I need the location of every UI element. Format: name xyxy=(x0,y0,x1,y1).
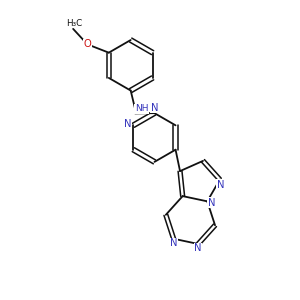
Text: N: N xyxy=(170,238,177,248)
Text: NH: NH xyxy=(135,104,148,113)
Text: N: N xyxy=(151,103,158,113)
Text: N: N xyxy=(124,119,132,129)
Text: N: N xyxy=(194,243,202,254)
Text: O: O xyxy=(83,39,91,49)
Text: H₃C: H₃C xyxy=(67,19,83,28)
Text: N: N xyxy=(208,198,215,208)
Text: N: N xyxy=(217,180,224,190)
